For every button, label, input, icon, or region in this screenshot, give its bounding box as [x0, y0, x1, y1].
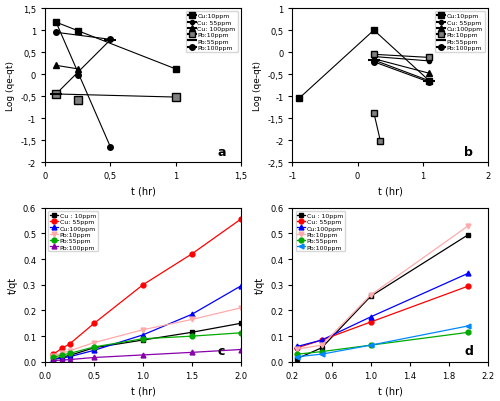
- Cu: 55ppm: (1.5, 0.42): 55ppm: (1.5, 0.42): [189, 252, 195, 257]
- Pb:10ppm: [91, 340, 97, 345]
- Cu : 10ppm: (0.167, 0.018): 10ppm: (0.167, 0.018): [58, 355, 64, 360]
- Pb:10ppm: [140, 328, 146, 332]
- Pb:10ppm: [319, 343, 325, 348]
- Pb:10ppm: [466, 224, 471, 229]
- Cu:100ppm: [189, 312, 195, 317]
- Cu:100ppm: [58, 356, 64, 360]
- Pb:100ppm: [189, 350, 195, 355]
- Pb:10ppm: [294, 347, 300, 352]
- Pb:55ppm: [140, 336, 146, 341]
- X-axis label: t (hr): t (hr): [130, 186, 156, 196]
- Cu : 10ppm: (2, 0.495): 10ppm: (2, 0.495): [466, 233, 471, 237]
- Pb:10ppm: [238, 306, 244, 310]
- Cu:100ppm: [368, 315, 374, 320]
- Pb:100ppm: [58, 358, 64, 363]
- Pb:100ppm: [368, 343, 374, 348]
- Cu: 55ppm: (0.5, 0.15): 55ppm: (0.5, 0.15): [91, 321, 97, 326]
- Text: d: d: [464, 344, 473, 357]
- Line: Pb:55ppm: Pb:55ppm: [51, 330, 243, 360]
- Line: Pb:10ppm: Pb:10ppm: [51, 306, 243, 358]
- Cu: 55ppm: (0.25, 0.055): 55ppm: (0.25, 0.055): [294, 345, 300, 350]
- Pb:100ppm: [50, 358, 56, 363]
- Cu: 55ppm: (1, 0.3): 55ppm: (1, 0.3): [140, 283, 146, 288]
- Text: a: a: [217, 145, 226, 158]
- Cu : 10ppm: (0.25, 0.025): 10ppm: (0.25, 0.025): [66, 353, 72, 358]
- Line: Cu:100ppm: Cu:100ppm: [295, 271, 471, 349]
- Cu:100ppm: [238, 284, 244, 289]
- Cu : 10ppm: (0.5, 0.055): 10ppm: (0.5, 0.055): [91, 345, 97, 350]
- Cu: 55ppm: (0.25, 0.07): 55ppm: (0.25, 0.07): [66, 342, 72, 346]
- Cu: 55ppm: (2, 0.295): 55ppm: (2, 0.295): [466, 284, 471, 289]
- Line: Cu : 10ppm: Cu : 10ppm: [51, 321, 243, 362]
- Pb:10ppm: [189, 317, 195, 322]
- Legend: Cu : 10ppm, Cu: 55ppm, Cu:100ppm, Pb:10ppm, Pb:55ppm, Pb:100ppm: Cu : 10ppm, Cu: 55ppm, Cu:100ppm, Pb:10p…: [296, 211, 345, 252]
- Cu : 10ppm: (1, 0.085): 10ppm: (1, 0.085): [140, 338, 146, 342]
- Cu : 10ppm: (0.5, 0.055): 10ppm: (0.5, 0.055): [319, 345, 325, 350]
- Cu:100ppm: [91, 348, 97, 353]
- Pb:100ppm: [66, 357, 72, 362]
- Cu : 10ppm: (1.5, 0.115): 10ppm: (1.5, 0.115): [189, 330, 195, 335]
- X-axis label: t (hr): t (hr): [378, 186, 402, 196]
- Pb:55ppm: [368, 343, 374, 348]
- Line: Pb:100ppm: Pb:100ppm: [295, 324, 471, 359]
- Y-axis label: t/qt: t/qt: [8, 277, 18, 294]
- Cu:100ppm: [466, 271, 471, 276]
- Line: Pb:55ppm: Pb:55ppm: [295, 330, 471, 357]
- Pb:100ppm: [294, 354, 300, 359]
- Cu : 10ppm: (0.25, 0.013): 10ppm: (0.25, 0.013): [294, 356, 300, 361]
- Pb:55ppm: [58, 353, 64, 358]
- Y-axis label: Log (qe-qt): Log (qe-qt): [6, 61, 15, 111]
- Cu:100ppm: [66, 354, 72, 359]
- Legend: Cu : 10ppm, Cu: 55ppm, Cu:100ppm, Pb:10ppm, Pb:55ppm, Pb:100ppm: Cu : 10ppm, Cu: 55ppm, Cu:100ppm, Pb:10p…: [48, 211, 98, 252]
- Pb:100ppm: [140, 352, 146, 357]
- Cu : 10ppm: (1, 0.255): 10ppm: (1, 0.255): [368, 294, 374, 299]
- X-axis label: t (hr): t (hr): [378, 385, 402, 395]
- Pb:100ppm: [319, 352, 325, 356]
- Y-axis label: t/qt: t/qt: [254, 277, 264, 294]
- Cu : 10ppm: (0.083, 0.01): 10ppm: (0.083, 0.01): [50, 357, 56, 362]
- Pb:10ppm: [66, 348, 72, 353]
- Pb:55ppm: [294, 352, 300, 356]
- Pb:55ppm: [91, 345, 97, 350]
- Cu : 10ppm: (2, 0.15): 10ppm: (2, 0.15): [238, 321, 244, 326]
- Cu: 55ppm: (0.5, 0.085): 55ppm: (0.5, 0.085): [319, 338, 325, 342]
- Pb:55ppm: [466, 330, 471, 335]
- Pb:100ppm: [466, 324, 471, 328]
- Line: Pb:10ppm: Pb:10ppm: [295, 224, 471, 352]
- Pb:10ppm: [368, 293, 374, 298]
- Pb:100ppm: [238, 347, 244, 352]
- Pb:100ppm: [91, 355, 97, 360]
- Text: c: c: [217, 344, 224, 357]
- Cu: 55ppm: (2, 0.555): 55ppm: (2, 0.555): [238, 217, 244, 222]
- Legend: Cu:10ppm, Cu: 55ppm, Cu: 100ppm, Pb:10ppm, Pb:55ppm, Pb:100ppm: Cu:10ppm, Cu: 55ppm, Cu: 100ppm, Pb:10pp…: [186, 12, 238, 53]
- Pb:55ppm: [66, 351, 72, 356]
- Cu: 55ppm: (1, 0.155): 55ppm: (1, 0.155): [368, 320, 374, 325]
- Line: Pb:100ppm: Pb:100ppm: [51, 347, 243, 363]
- Line: Cu : 10ppm: Cu : 10ppm: [295, 233, 471, 361]
- Pb:10ppm: [58, 351, 64, 356]
- Pb:55ppm: [319, 349, 325, 354]
- Cu: 55ppm: (0.167, 0.052): 55ppm: (0.167, 0.052): [58, 346, 64, 351]
- Text: b: b: [464, 145, 473, 158]
- Pb:55ppm: [238, 330, 244, 335]
- Y-axis label: Log (qe-qt): Log (qe-qt): [253, 61, 262, 111]
- Cu:100ppm: [50, 357, 56, 362]
- Cu:100ppm: [140, 333, 146, 338]
- Pb:55ppm: [50, 355, 56, 360]
- Cu:100ppm: [319, 338, 325, 342]
- X-axis label: t (hr): t (hr): [130, 385, 156, 395]
- Legend: Cu:10ppm, Cu: 55ppm, Cu:100ppm, Pb:10ppm, Pb:55ppm, Pb:100ppm: Cu:10ppm, Cu: 55ppm, Cu:100ppm, Pb:10ppm…: [436, 12, 485, 53]
- Pb:55ppm: [189, 334, 195, 339]
- Pb:10ppm: [50, 353, 56, 358]
- Line: Cu:100ppm: Cu:100ppm: [51, 284, 243, 362]
- Line: Cu: 55ppm: Cu: 55ppm: [51, 217, 243, 357]
- Line: Cu: 55ppm: Cu: 55ppm: [295, 284, 471, 350]
- Cu: 55ppm: (0.083, 0.03): 55ppm: (0.083, 0.03): [50, 352, 56, 356]
- Cu:100ppm: [294, 344, 300, 349]
